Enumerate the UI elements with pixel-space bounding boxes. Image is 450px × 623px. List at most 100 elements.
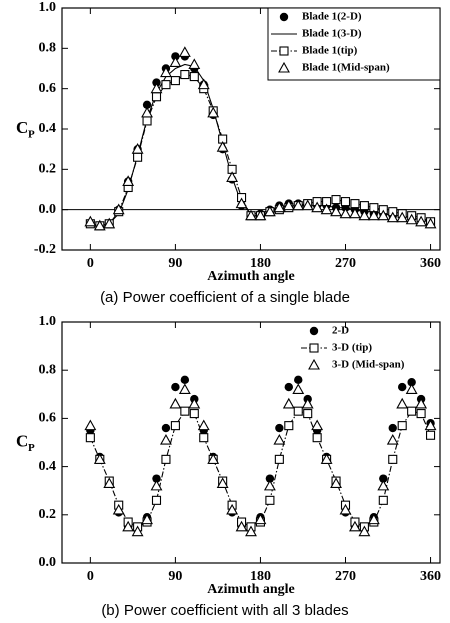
triangle-marker: [245, 209, 257, 221]
triangle-marker: [349, 520, 361, 532]
triangle-marker: [320, 203, 333, 215]
y-tick-label: 1.0: [39, 314, 57, 329]
triangle-marker: [141, 106, 153, 118]
triangle-marker: [396, 397, 409, 409]
triangle-marker: [282, 199, 295, 211]
triangle-marker: [216, 141, 229, 152]
triangle-marker: [320, 453, 333, 464]
triangle-marker: [197, 78, 210, 90]
square-marker: [189, 72, 199, 82]
square-marker: [265, 495, 275, 505]
triangle-marker: [112, 203, 125, 215]
triangle-marker: [93, 453, 106, 464]
triangle-marker: [131, 525, 144, 537]
triangle-marker: [112, 503, 125, 515]
triangle-marker: [254, 513, 267, 525]
triangle-marker: [273, 433, 286, 445]
square-marker: [189, 409, 199, 419]
triangle-marker: [273, 201, 286, 213]
triangle-marker: [339, 207, 352, 219]
x-axis-label: Azimuth angle: [207, 582, 295, 597]
x-tick-label: 360: [420, 256, 441, 271]
x-axis-label: Azimuth angle: [207, 269, 295, 284]
legend-label: 3-D (Mid-span): [332, 359, 405, 371]
square-marker: [199, 433, 209, 443]
caption: (a) Power coefficient of a single blade: [100, 289, 350, 306]
triangle-marker: [358, 209, 371, 221]
triangle-marker: [415, 215, 428, 227]
square-marker: [378, 495, 388, 505]
square-marker: [397, 421, 407, 431]
triangle-marker: [131, 143, 144, 154]
y-tick-label: 0.6: [39, 411, 57, 426]
circle-marker: [171, 382, 180, 392]
triangle-marker: [150, 479, 163, 491]
triangle-marker: [396, 211, 409, 223]
triangle-marker: [278, 61, 290, 73]
triangle-marker: [160, 66, 172, 78]
x-tick-label: 180: [250, 569, 271, 584]
y-tick-label: 0.6: [39, 81, 57, 96]
triangle-marker: [377, 479, 390, 491]
square-marker: [170, 76, 180, 86]
y-axis-label-subscript: P: [28, 129, 35, 141]
triangle-marker: [301, 397, 314, 409]
legend-box: [267, 7, 441, 81]
series-line: [89, 410, 432, 528]
triangle-marker: [292, 383, 305, 395]
triangle-marker: [103, 217, 116, 229]
square-marker: [284, 421, 294, 431]
triangle-marker: [339, 503, 352, 515]
circle-marker: [284, 382, 293, 392]
y-tick-label: 1.0: [39, 0, 57, 15]
triangle-marker: [226, 503, 239, 515]
triangle-marker: [178, 383, 191, 395]
square-marker: [303, 409, 313, 419]
square-marker: [388, 454, 398, 464]
circle-marker: [279, 12, 289, 22]
triangle-marker: [141, 513, 153, 525]
square-marker: [312, 433, 322, 443]
triangle-marker: [188, 397, 201, 409]
y-axis-label: C: [16, 431, 28, 450]
y-tick-label: 0.2: [39, 162, 57, 177]
y-tick-label: 0.4: [39, 121, 57, 136]
triangle-marker: [349, 207, 361, 219]
circle-marker: [180, 375, 190, 385]
x-tick-label: 90: [168, 569, 182, 584]
triangle-marker: [386, 433, 399, 445]
x-tick-label: 360: [420, 569, 441, 584]
y-axis-label-subscript: P: [28, 442, 35, 454]
triangle-marker: [207, 453, 220, 464]
triangle-marker: [377, 209, 390, 221]
square-marker: [293, 406, 303, 416]
square-marker: [133, 152, 143, 162]
triangle-marker: [93, 219, 106, 231]
legend-label: Blade 1(2-D): [302, 11, 362, 23]
caption: (b) Power coefficient with all 3 blades: [101, 602, 348, 619]
square-marker: [161, 80, 171, 90]
triangle-marker: [216, 477, 229, 489]
square-marker: [309, 343, 319, 353]
y-tick-label: 0.0: [39, 202, 57, 217]
triangle-marker: [160, 433, 172, 445]
x-tick-label: 90: [168, 256, 182, 271]
triangle-marker: [358, 525, 371, 537]
circle-marker: [161, 423, 171, 433]
circle-marker: [388, 423, 397, 433]
square-marker: [161, 454, 171, 464]
triangle-marker: [263, 479, 276, 491]
legend-label: Blade 1(3-D): [302, 28, 362, 40]
x-tick-label: 0: [87, 569, 94, 584]
triangle-marker: [424, 419, 437, 431]
triangle-marker: [188, 58, 201, 70]
x-tick-label: 0: [87, 256, 94, 271]
triangle-marker: [122, 520, 135, 532]
circle-marker: [407, 378, 416, 387]
circle-marker: [142, 100, 152, 110]
circle-marker: [398, 382, 407, 392]
triangle-marker: [386, 211, 399, 223]
triangle-marker: [367, 209, 380, 221]
triangle-marker: [367, 513, 380, 525]
square-marker: [340, 197, 351, 207]
